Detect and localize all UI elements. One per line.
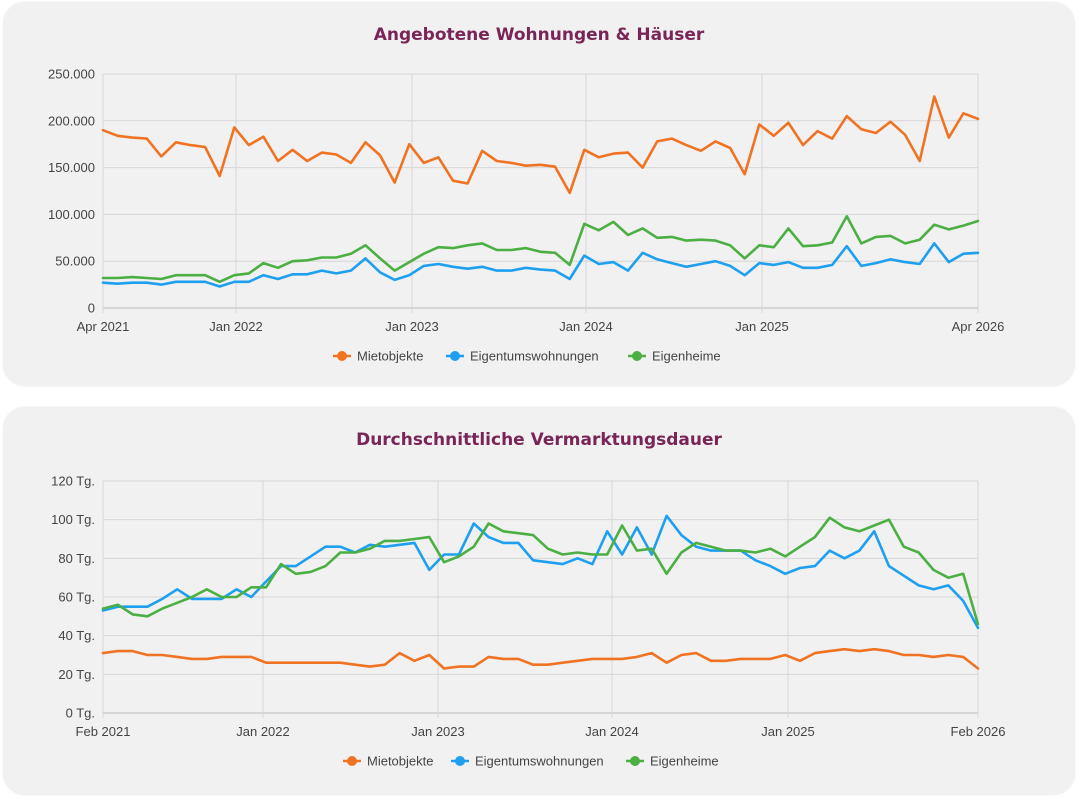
legend-marker — [450, 351, 460, 361]
y-tick-label: 150.000 — [48, 160, 95, 175]
legend-marker — [347, 756, 357, 766]
series-line-eigentumswohnungen — [101, 514, 980, 630]
y-tick-label: 20 Tg. — [58, 667, 95, 682]
series-line-eigentumswohnungen — [101, 242, 980, 288]
y-tick-label: 250.000 — [48, 67, 95, 82]
legend-marker — [630, 756, 640, 766]
series-line-mietobjekte — [101, 95, 980, 195]
legend-marker — [337, 351, 347, 361]
x-tick-label: Jan 2023 — [385, 319, 439, 334]
legend-item-eigenheime[interactable]: Eigenheime — [628, 349, 721, 364]
series-line-eigenheime — [101, 516, 980, 626]
legend-label: Eigentumswohnungen — [470, 349, 599, 364]
listings-chart: Angebotene Wohnungen & Häuser 0 50.000 100.… — [48, 25, 1005, 364]
chart-title: Durchschnittliche Vermarktungsdauer — [356, 430, 722, 450]
y-tick-label: 0 Tg. — [66, 706, 95, 721]
chart-card-marketing-duration: Durchschnittliche Vermarktungsdauer 0 Tg.… — [3, 407, 1075, 795]
legend-label: Mietobjekte — [357, 349, 423, 364]
x-tick-label: Jan 2025 — [761, 724, 815, 739]
chart-title: Angebotene Wohnungen & Häuser — [374, 25, 705, 45]
x-tick-label: Jan 2024 — [585, 724, 639, 739]
y-tick-label: 100.000 — [48, 207, 95, 222]
marketing-duration-chart: Durchschnittliche Vermarktungsdauer 0 Tg.… — [51, 430, 1006, 769]
y-tick-label: 80 Tg. — [58, 551, 95, 566]
legend-item-eigenheime[interactable]: Eigenheime — [626, 754, 719, 769]
x-tick-label: Jan 2022 — [236, 724, 290, 739]
x-tick-label: Jan 2022 — [209, 319, 263, 334]
y-tick-label: 0 — [88, 301, 95, 316]
legend-item-mietobjekte[interactable]: Mietobjekte — [333, 349, 423, 364]
y-tick-label: 100 Tg. — [51, 512, 95, 527]
legend-item-mietobjekte[interactable]: Mietobjekte — [343, 754, 433, 769]
x-tick-label: Jan 2023 — [411, 724, 465, 739]
legend-item-eigentumswohnungen[interactable]: Eigentumswohnungen — [446, 349, 599, 364]
legend-item-eigentumswohnungen[interactable]: Eigentumswohnungen — [451, 754, 604, 769]
legend-label: Eigenheime — [650, 754, 719, 769]
legend-marker — [455, 756, 465, 766]
y-tick-label: 60 Tg. — [58, 590, 95, 605]
y-tick-label: 40 Tg. — [58, 628, 95, 643]
x-tick-label: Feb 2026 — [951, 724, 1006, 739]
legend-label: Eigenheime — [652, 349, 721, 364]
series-line-mietobjekte — [101, 647, 980, 670]
y-tick-label: 50.000 — [55, 254, 95, 269]
series-line-eigenheime — [101, 215, 980, 284]
x-tick-label: Apr 2021 — [77, 319, 130, 334]
legend-marker — [632, 351, 642, 361]
x-tick-label: Jan 2025 — [735, 319, 789, 334]
x-tick-label: Feb 2021 — [76, 724, 131, 739]
x-tick-label: Apr 2026 — [952, 319, 1005, 334]
x-tick-label: Jan 2024 — [559, 319, 613, 334]
legend-label: Eigentumswohnungen — [475, 754, 604, 769]
y-tick-label: 200.000 — [48, 113, 95, 128]
legend-label: Mietobjekte — [367, 754, 433, 769]
chart-card-listings: Angebotene Wohnungen & Häuser 0 50.000 100.… — [3, 2, 1075, 386]
y-tick-label: 120 Tg. — [51, 474, 95, 489]
